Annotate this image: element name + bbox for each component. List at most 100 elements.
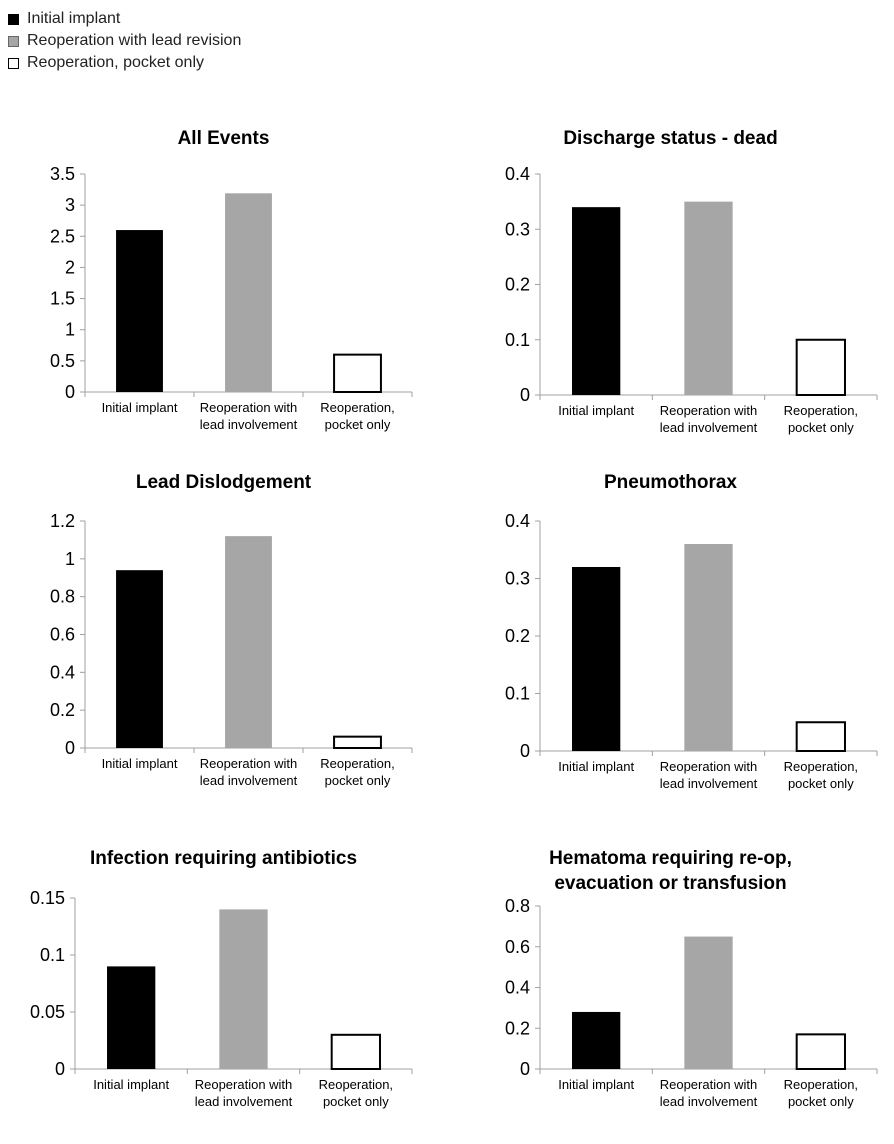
y-tick-label: 0.2 bbox=[505, 1018, 530, 1038]
y-tick-label: 0 bbox=[520, 1059, 530, 1079]
x-category-label: Initial implant bbox=[558, 1077, 634, 1092]
bar bbox=[684, 202, 732, 395]
chart-panel-hematoma: Hematoma requiring re-op, evacuation or … bbox=[447, 840, 894, 1144]
bar bbox=[219, 909, 267, 1069]
legend-label: Initial implant bbox=[27, 10, 120, 28]
chart-pneumothorax: 0 0.1 0.2 0.3 0.4 Initial implant Reoperation … bbox=[447, 465, 894, 795]
y-tick-label: 0.15 bbox=[30, 888, 65, 908]
y-tick-label: 0.6 bbox=[50, 625, 75, 645]
chart-panel-discharge-dead: Discharge status - dead 0 0.1 0.2 0.3 0.4 Ini… bbox=[447, 120, 894, 450]
x-category-label: pocket only bbox=[788, 776, 854, 791]
y-tick-label: 1.2 bbox=[50, 511, 75, 531]
x-category-label: Reoperation, bbox=[320, 400, 394, 415]
y-tick-label: 0.8 bbox=[505, 896, 530, 916]
y-tick-label: 0.5 bbox=[50, 351, 75, 371]
x-category-label: Reoperation, bbox=[784, 1077, 858, 1092]
x-category-label: pocket only bbox=[788, 1094, 854, 1109]
y-tick-label: 0.2 bbox=[505, 275, 530, 295]
bar bbox=[684, 544, 732, 751]
x-category-label: Initial implant bbox=[558, 759, 634, 774]
bar bbox=[334, 737, 381, 748]
x-category-label: pocket only bbox=[325, 417, 391, 432]
y-tick-label: 1 bbox=[65, 549, 75, 569]
x-category-label: Initial implant bbox=[102, 400, 178, 415]
y-tick-label: 0 bbox=[65, 382, 75, 402]
bar bbox=[572, 1012, 620, 1069]
bar bbox=[797, 1034, 845, 1069]
y-tick-label: 0.3 bbox=[505, 569, 530, 589]
y-tick-label: 1.5 bbox=[50, 289, 75, 309]
y-tick-label: 0 bbox=[520, 385, 530, 405]
chart-lead-dislodgement: 0 0.2 0.4 0.6 0.8 1 1.2 Initial implant Reoperat… bbox=[0, 465, 447, 795]
x-category-label: Reoperation with bbox=[660, 403, 758, 418]
y-tick-label: 0.3 bbox=[505, 219, 530, 239]
chart-infection: 0 0.05 0.1 0.15 Initial implant Reoperation w… bbox=[0, 840, 447, 1144]
legend-swatch-black bbox=[8, 14, 19, 25]
y-tick-label: 0.8 bbox=[50, 587, 75, 607]
bar bbox=[225, 193, 272, 392]
y-tick-label: 0.4 bbox=[50, 662, 75, 682]
bar bbox=[684, 937, 732, 1069]
chart-panel-pneumothorax: Pneumothorax 0 0.1 0.2 0.3 0.4 Initial implan… bbox=[447, 465, 894, 795]
bar bbox=[572, 567, 620, 751]
chart-panel-infection: Infection requiring antibiotics 0 0.05 0.1… bbox=[0, 840, 447, 1144]
legend-swatch-white bbox=[8, 58, 19, 69]
x-category-label: lead involvement bbox=[660, 1094, 758, 1109]
bar bbox=[225, 536, 272, 748]
legend-label: Reoperation with lead revision bbox=[27, 32, 241, 50]
y-tick-label: 3.5 bbox=[50, 164, 75, 184]
y-tick-label: 0.1 bbox=[505, 330, 530, 350]
bar bbox=[572, 207, 620, 395]
y-tick-label: 0.4 bbox=[505, 511, 530, 531]
y-tick-label: 0.6 bbox=[505, 937, 530, 957]
y-tick-label: 0.05 bbox=[30, 1002, 65, 1022]
x-category-label: Reoperation, bbox=[320, 756, 394, 771]
y-tick-label: 1 bbox=[65, 320, 75, 340]
y-tick-label: 0.2 bbox=[505, 626, 530, 646]
legend: Initial implant Reoperation with lead re… bbox=[8, 8, 241, 74]
y-tick-label: 0.4 bbox=[505, 978, 530, 998]
x-category-label: pocket only bbox=[325, 773, 391, 788]
x-category-label: Initial implant bbox=[558, 403, 634, 418]
x-category-label: Reoperation with bbox=[200, 756, 298, 771]
bar bbox=[116, 570, 163, 748]
x-category-label: Reoperation with bbox=[660, 1077, 758, 1092]
legend-item-initial-implant: Initial implant bbox=[8, 8, 241, 30]
y-tick-label: 3 bbox=[65, 195, 75, 215]
x-category-label: Reoperation, bbox=[319, 1077, 393, 1092]
x-category-label: pocket only bbox=[788, 420, 854, 435]
legend-swatch-gray bbox=[8, 36, 19, 47]
chart-panel-lead-dislodgement: Lead Dislodgement 0 0.2 0.4 0.6 0.8 1 1.2 Initi… bbox=[0, 465, 447, 795]
x-category-label: lead involvement bbox=[660, 776, 758, 791]
bar bbox=[332, 1035, 380, 1069]
x-category-label: Reoperation, bbox=[784, 759, 858, 774]
y-tick-label: 0.4 bbox=[505, 164, 530, 184]
y-tick-label: 0.1 bbox=[505, 684, 530, 704]
legend-label: Reoperation, pocket only bbox=[27, 54, 204, 72]
chart-discharge-dead: 0 0.1 0.2 0.3 0.4 Initial implant Reoperation … bbox=[447, 120, 894, 450]
y-tick-label: 0.1 bbox=[40, 945, 65, 965]
y-tick-label: 2.5 bbox=[50, 226, 75, 246]
y-tick-label: 0 bbox=[520, 741, 530, 761]
x-category-label: lead involvement bbox=[200, 417, 298, 432]
x-category-label: Reoperation, bbox=[784, 403, 858, 418]
legend-item-pocket-only: Reoperation, pocket only bbox=[8, 52, 241, 74]
y-tick-label: 0.2 bbox=[50, 700, 75, 720]
x-category-label: Reoperation with bbox=[200, 400, 298, 415]
x-category-label: Initial implant bbox=[102, 756, 178, 771]
y-tick-label: 0 bbox=[65, 738, 75, 758]
y-tick-label: 0 bbox=[55, 1059, 65, 1079]
bar bbox=[797, 722, 845, 751]
chart-panel-all-events: All Events 0 0.5 1 1.5 2 2.5 3 3.5 Initial impla… bbox=[0, 120, 447, 450]
chart-hematoma: 0 0.2 0.4 0.6 0.8 Initial implant Reoperation … bbox=[447, 840, 894, 1144]
bar bbox=[797, 340, 845, 395]
x-category-label: lead involvement bbox=[200, 773, 298, 788]
bar bbox=[116, 230, 163, 392]
x-category-label: Reoperation with bbox=[660, 759, 758, 774]
x-category-label: pocket only bbox=[323, 1094, 389, 1109]
x-category-label: Initial implant bbox=[93, 1077, 169, 1092]
chart-all-events: 0 0.5 1 1.5 2 2.5 3 3.5 Initial implant Reoperati… bbox=[0, 120, 447, 450]
legend-item-lead-revision: Reoperation with lead revision bbox=[8, 30, 241, 52]
bar bbox=[107, 966, 155, 1069]
y-tick-label: 2 bbox=[65, 257, 75, 277]
